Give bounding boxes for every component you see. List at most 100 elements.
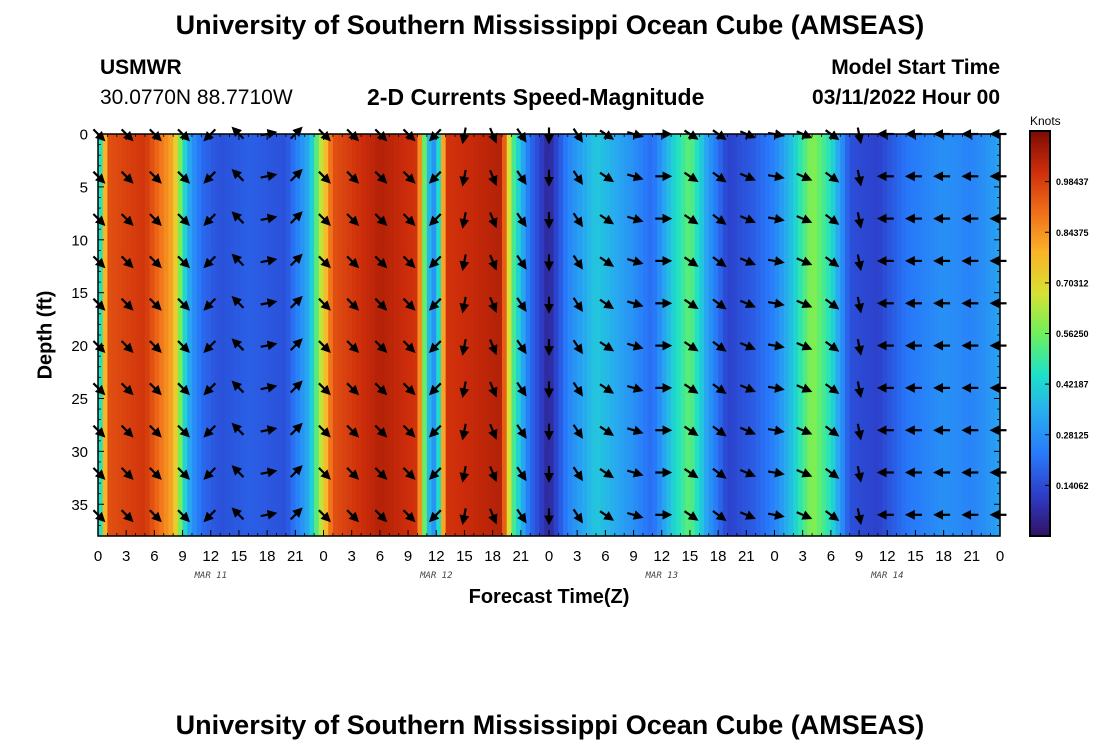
current-vector <box>516 339 527 355</box>
heat-cell <box>816 134 823 536</box>
heat-cell <box>558 134 564 536</box>
current-vector <box>796 172 813 182</box>
current-vector <box>683 256 699 267</box>
current-vector <box>289 338 303 351</box>
current-vector <box>488 212 498 229</box>
heat-cell <box>520 134 527 536</box>
current-vector <box>428 170 442 184</box>
current-vector <box>177 509 191 523</box>
x-tick-label: 0 <box>319 548 327 565</box>
heat-cell <box>300 134 306 536</box>
current-vector <box>796 425 813 436</box>
current-vector <box>739 172 756 182</box>
current-vector <box>739 468 756 478</box>
colorbar-tick-label: 0.28125 <box>1056 430 1089 440</box>
heat-cell <box>863 134 870 536</box>
current-vector <box>231 338 245 351</box>
current-vector <box>572 424 583 439</box>
current-vector <box>149 170 162 184</box>
current-vector <box>346 213 360 227</box>
current-vector <box>854 465 865 483</box>
heat-cell <box>168 134 174 536</box>
current-vector <box>149 297 162 311</box>
heat-cell <box>431 134 437 536</box>
current-vector <box>572 339 583 355</box>
current-vector <box>796 341 813 351</box>
heat-cell <box>981 134 987 536</box>
x-axis-label: Forecast Time(Z) <box>469 586 630 608</box>
current-vector <box>177 170 191 184</box>
colorbar-tick-label: 0.42187 <box>1056 380 1089 390</box>
heat-cell <box>614 134 621 536</box>
heat-cell <box>807 134 813 536</box>
heat-cell <box>102 134 108 536</box>
current-vector <box>516 424 527 439</box>
heat-cell <box>262 134 268 536</box>
heat-cell <box>647 134 653 536</box>
current-vector <box>203 467 217 480</box>
current-vector <box>318 509 331 523</box>
current-vector <box>428 509 442 523</box>
current-vector <box>767 213 785 224</box>
current-vector <box>428 297 442 311</box>
current-vector <box>626 510 644 520</box>
heat-cell <box>713 134 719 536</box>
heat-cell <box>271 134 278 536</box>
heat-cell <box>906 134 912 536</box>
current-vector <box>289 380 303 394</box>
current-vector <box>599 425 615 436</box>
current-vector <box>120 382 134 396</box>
heat-cell <box>783 134 790 536</box>
heat-cell <box>112 134 118 536</box>
heat-cell <box>154 134 160 536</box>
heat-cell <box>196 134 202 536</box>
current-vector <box>346 170 360 184</box>
heat-cell <box>812 134 818 536</box>
axes: 0 3 6 9 12 15 18 21 0 3 6 9 12 15 18 21 0 3 6 9 12 15 18 21 0 3 6 9… <box>71 127 1004 582</box>
current-vector <box>149 509 162 523</box>
current-vector <box>428 340 442 354</box>
current-vector <box>289 507 303 521</box>
x-tick-label: 6 <box>376 548 384 565</box>
heat-cell <box>859 134 865 536</box>
current-vector <box>516 254 527 270</box>
current-vector <box>318 340 331 354</box>
heat-cell <box>248 134 254 536</box>
heat-cell <box>624 134 630 536</box>
current-vector <box>488 169 498 186</box>
x-tick-label: 6 <box>827 548 835 565</box>
heat-cell <box>934 134 940 536</box>
current-vector <box>120 170 134 184</box>
current-vector <box>459 465 470 483</box>
heat-cell <box>821 134 827 536</box>
current-vector <box>459 381 470 399</box>
current-vector <box>203 213 217 227</box>
current-vector <box>177 340 191 354</box>
heat-cell <box>516 134 522 536</box>
x-tick-label: 21 <box>963 548 980 565</box>
heat-cell <box>469 134 475 536</box>
heat-cell <box>938 134 945 536</box>
current-vector <box>177 382 191 396</box>
current-vector <box>231 465 245 478</box>
current-vector <box>120 509 134 523</box>
x-tick-label: 21 <box>738 548 755 565</box>
colorbar-tick-label: 0.14062 <box>1056 481 1089 491</box>
date-label: MAR 11 <box>193 571 227 581</box>
heat-cell <box>671 134 677 536</box>
current-vector <box>683 341 699 352</box>
heat-cell <box>929 134 935 536</box>
current-vector <box>739 256 756 266</box>
heat-cell <box>765 134 771 536</box>
current-vector <box>488 508 498 525</box>
x-tick-label: 15 <box>456 548 473 565</box>
heat-cell <box>426 134 433 536</box>
current-vector <box>572 381 583 397</box>
current-vector <box>626 383 644 393</box>
heat-cell <box>332 134 339 536</box>
heat-cell <box>220 134 226 536</box>
heat-cell <box>384 134 390 536</box>
current-vector <box>402 382 416 396</box>
current-vector <box>739 425 756 436</box>
